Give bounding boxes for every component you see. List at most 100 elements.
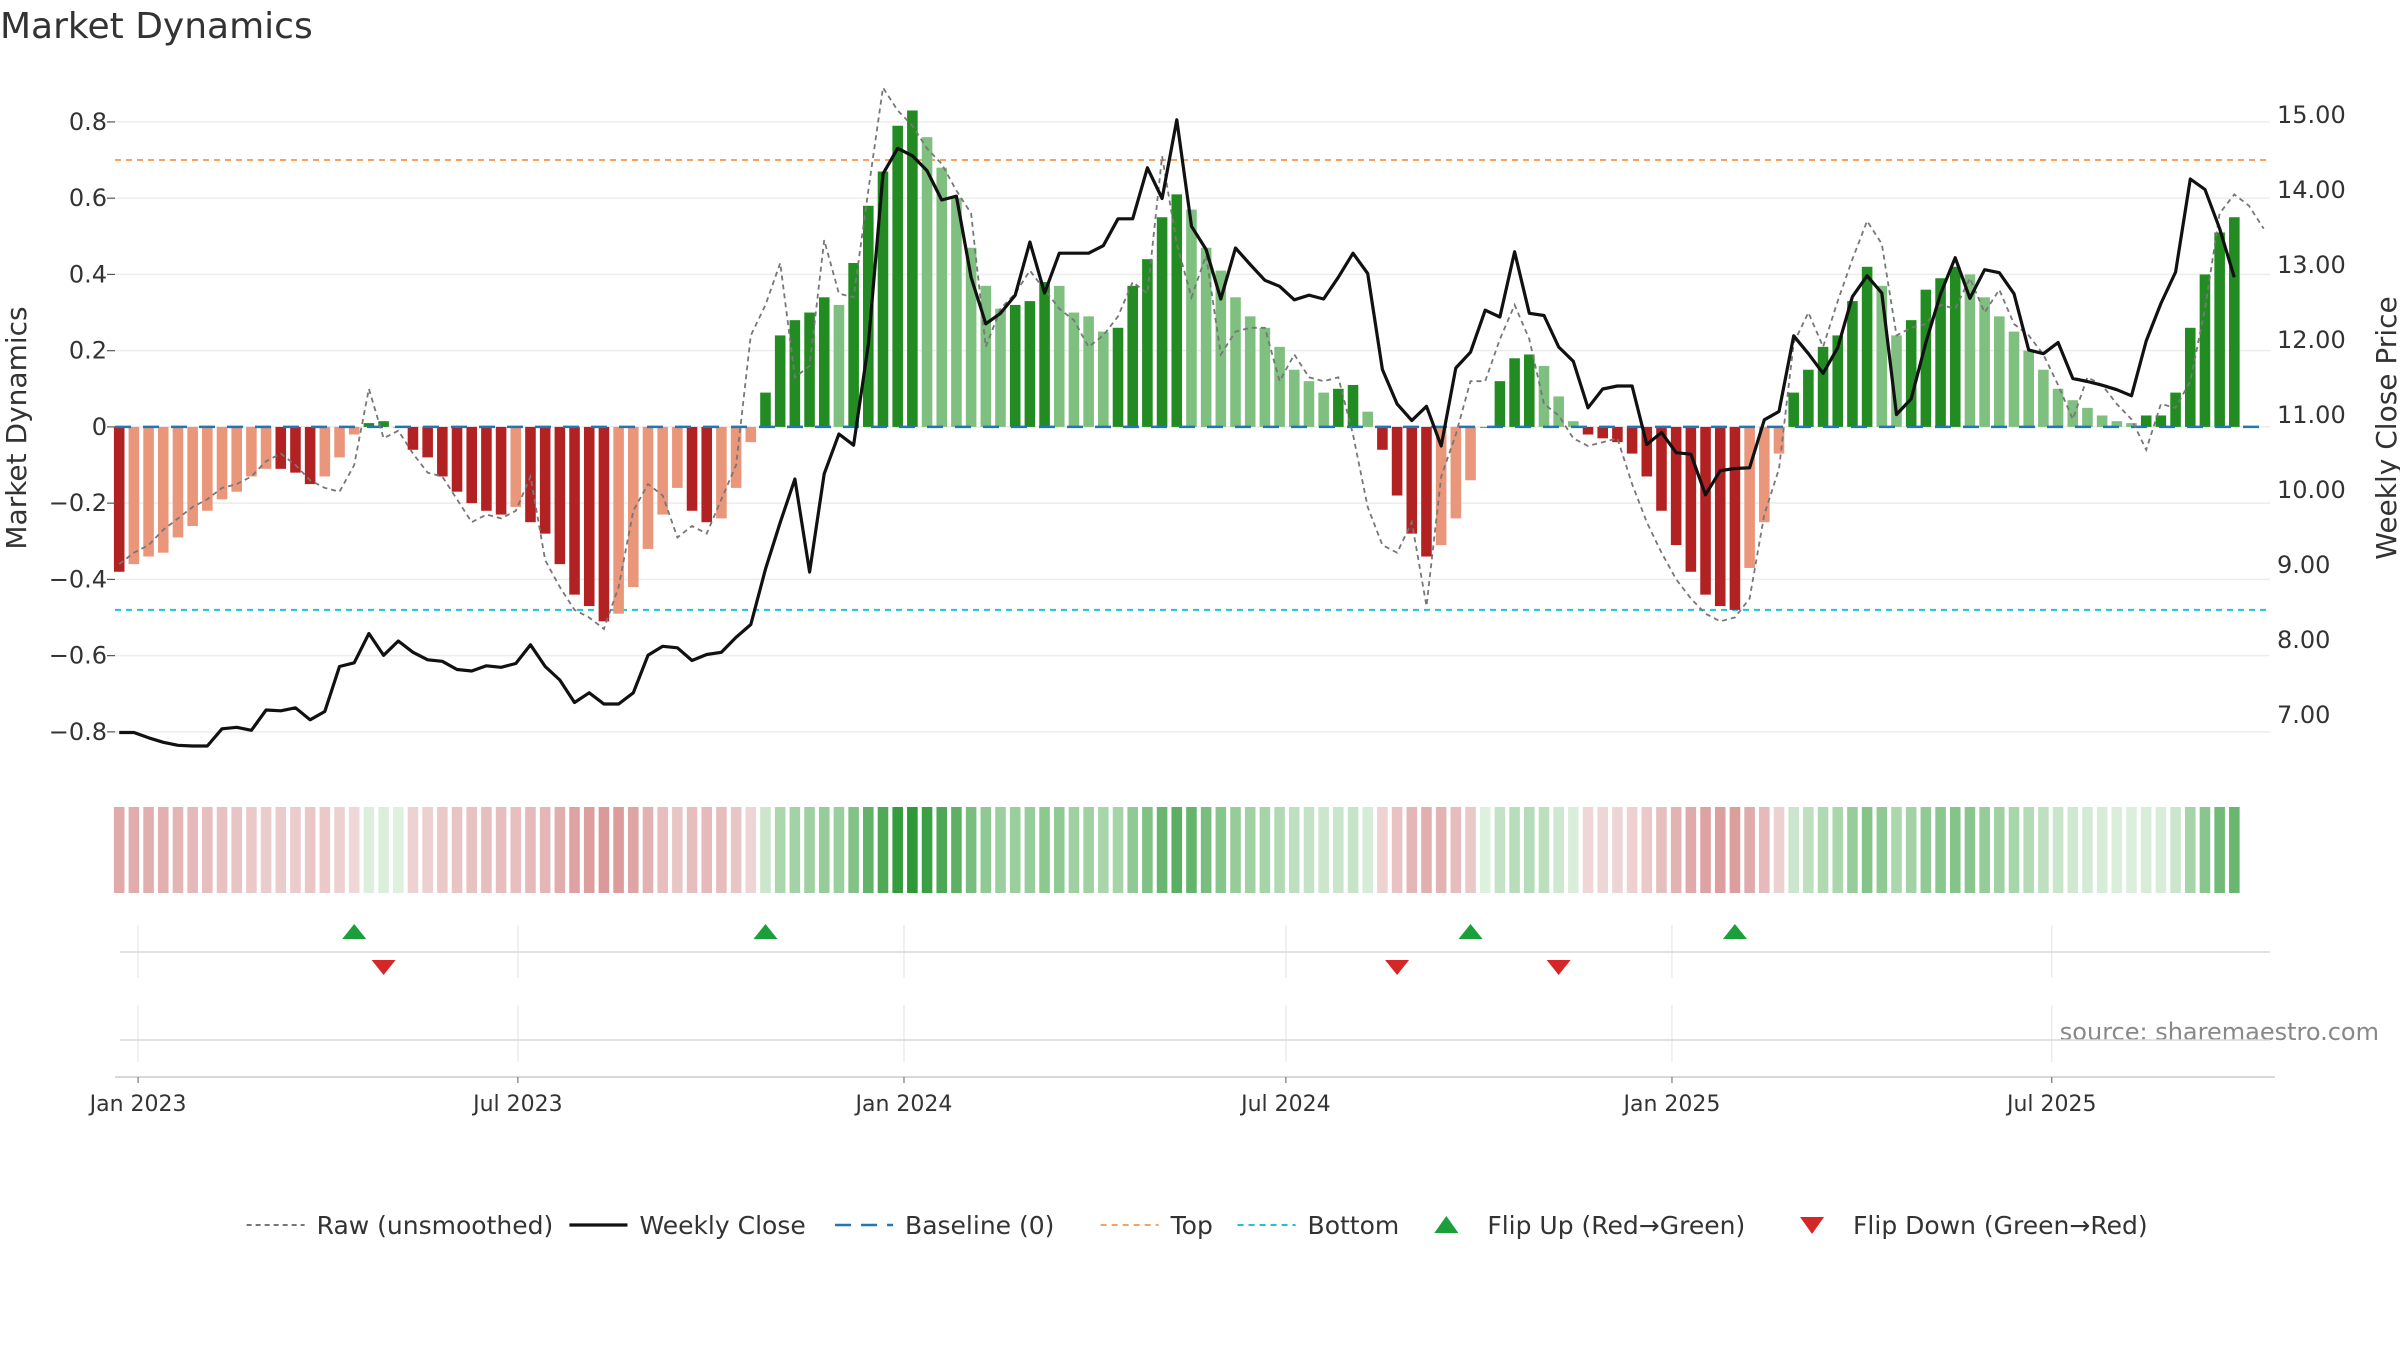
md-bar [657, 426, 668, 515]
heat-cell [1230, 807, 1241, 893]
md-bar [2214, 232, 2225, 427]
md-bar [1274, 346, 1285, 427]
heat-cell [1127, 807, 1138, 893]
md-bar [818, 297, 830, 427]
heat-cell [2126, 807, 2137, 893]
heat-cell [1465, 807, 1476, 893]
md-bar [128, 426, 140, 565]
y-tick-label: 0 [92, 413, 107, 441]
md-bar [1259, 327, 1271, 427]
md-bar [407, 426, 419, 450]
md-bar [554, 426, 566, 565]
legend-item-top: Top [1100, 1211, 1213, 1240]
heat-cell [892, 807, 903, 893]
md-bar [466, 426, 478, 504]
heat-cell [510, 807, 522, 893]
md-bar [686, 426, 698, 511]
heat-cell [936, 807, 948, 893]
y2-axis-label: Weekly Close Price [2370, 296, 2400, 559]
heat-cell [745, 807, 757, 893]
heat-cell [1744, 807, 1755, 893]
heat-cell [1553, 807, 1564, 893]
heat-cell [2038, 807, 2049, 893]
heat-cell [304, 807, 316, 893]
x-tick-label: Jul 2024 [1239, 1092, 1331, 1117]
heat-cell [1347, 807, 1359, 893]
md-bar [1112, 327, 1124, 427]
md-bar [1230, 297, 1241, 427]
heat-cell [348, 807, 360, 893]
md-bar [1626, 426, 1638, 454]
md-bar [1538, 365, 1550, 427]
md-bar [2126, 423, 2137, 427]
md-bar [2155, 415, 2167, 427]
heat-cell [1905, 807, 1917, 893]
flip-down-marker [1385, 960, 1410, 975]
md-bar [2008, 331, 2020, 427]
heat-cell [407, 807, 419, 893]
md-bar [1891, 335, 1902, 427]
heat-cell [128, 807, 140, 893]
md-bar [495, 426, 507, 515]
legend-item-up: Flip Up (Red→Green) [1434, 1211, 1745, 1240]
heat-cell [1626, 807, 1638, 893]
md-bar [1479, 426, 1491, 428]
heat-cell [1582, 807, 1594, 893]
heat-cell [1832, 807, 1844, 893]
flip-up-marker [1722, 924, 1747, 939]
md-bar [2067, 400, 2079, 427]
md-bar [1568, 421, 1579, 427]
heat-cell [1333, 807, 1344, 893]
md-bar [1523, 354, 1535, 427]
md-bar [1714, 426, 1726, 607]
heat-cell [1259, 807, 1271, 893]
md-bar [2111, 421, 2123, 427]
heat-cell [2008, 807, 2020, 893]
md-bar [833, 304, 845, 427]
md-bar [1553, 396, 1564, 427]
flip-down-marker [371, 960, 396, 975]
md-bar [363, 423, 375, 427]
heat-cell [2155, 807, 2167, 893]
md-bar [1685, 426, 1697, 572]
heat-cell [1435, 807, 1447, 893]
heat-cell [1568, 807, 1579, 893]
md-bar [1200, 247, 1212, 427]
md-bar [907, 110, 918, 427]
heat-cell [877, 807, 889, 893]
heat-cell [1949, 807, 1961, 893]
source-note: source: sharemaestro.com [2060, 1018, 2379, 1046]
heat-cell [2052, 807, 2064, 893]
heat-cell [1142, 807, 1153, 893]
heat-cell [907, 807, 918, 893]
md-bar [1068, 312, 1080, 427]
md-bar [1347, 384, 1359, 427]
heat-cell [1641, 807, 1653, 893]
md-bar [2229, 217, 2240, 427]
flip-up-marker [753, 924, 778, 939]
heat-cell [1509, 807, 1520, 893]
heat-cell [569, 807, 580, 893]
heat-cell [187, 807, 198, 893]
legend-label: Flip Down (Green→Red) [1853, 1211, 2148, 1240]
heat-cell [1656, 807, 1667, 893]
heat-cell [2170, 807, 2181, 893]
weekly-close-line [119, 118, 2236, 748]
heat-cell [1303, 807, 1315, 893]
heat-cell [2067, 807, 2079, 893]
heat-cell [833, 807, 845, 893]
md-bar [1670, 426, 1682, 546]
heat-cell [1920, 807, 1932, 893]
heat-cell [1215, 807, 1227, 893]
md-bar [1288, 369, 1300, 427]
md-bar [1435, 426, 1447, 546]
heat-cell [1861, 807, 1873, 893]
md-bar [2052, 388, 2064, 427]
heat-cell [965, 807, 977, 893]
md-bar [642, 426, 654, 549]
heat-cell [848, 807, 859, 893]
md-bar [1641, 426, 1653, 477]
heat-cell [1274, 807, 1285, 893]
md-bar [672, 426, 683, 488]
